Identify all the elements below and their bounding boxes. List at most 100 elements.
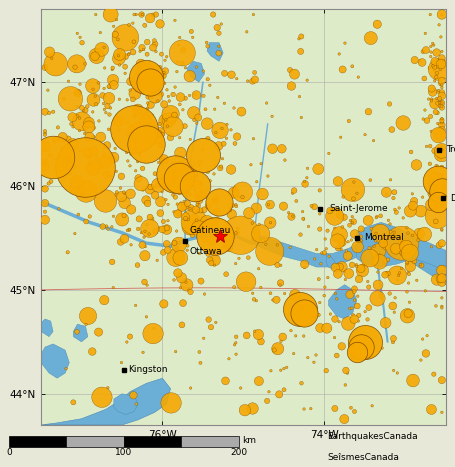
- Point: [434, 69, 441, 77]
- Point: [245, 254, 252, 262]
- Point: [86, 160, 93, 167]
- Point: [244, 78, 251, 85]
- Point: [365, 108, 372, 115]
- Point: [362, 308, 369, 315]
- Point: [404, 229, 412, 237]
- Text: EarthquakesCanada: EarthquakesCanada: [328, 432, 418, 441]
- Point: [437, 33, 445, 41]
- Point: [372, 230, 379, 237]
- Point: [76, 80, 84, 88]
- Point: [228, 244, 235, 251]
- Point: [150, 91, 157, 99]
- Point: [78, 39, 86, 46]
- Point: [98, 46, 106, 53]
- Text: Kingston: Kingston: [128, 365, 168, 375]
- Point: [76, 147, 84, 155]
- Point: [421, 75, 428, 82]
- Point: [304, 354, 311, 361]
- Point: [176, 34, 183, 41]
- Point: [253, 297, 260, 304]
- Point: [74, 103, 81, 110]
- Text: 100: 100: [115, 448, 132, 457]
- Point: [95, 79, 102, 86]
- Point: [333, 267, 340, 275]
- Point: [438, 125, 445, 132]
- Point: [84, 153, 91, 161]
- Point: [113, 189, 121, 196]
- Polygon shape: [357, 222, 446, 271]
- Point: [391, 294, 399, 302]
- Point: [231, 341, 238, 348]
- Point: [131, 125, 138, 133]
- Point: [427, 11, 434, 18]
- Point: [437, 80, 444, 87]
- Point: [431, 63, 439, 70]
- Point: [159, 131, 166, 138]
- Point: [265, 388, 273, 396]
- Point: [326, 207, 334, 214]
- Point: [181, 203, 188, 211]
- Point: [56, 151, 64, 159]
- Point: [176, 100, 183, 108]
- Point: [436, 66, 443, 73]
- Point: [346, 221, 353, 229]
- Point: [171, 171, 178, 178]
- Point: [425, 180, 432, 188]
- Point: [382, 319, 389, 326]
- Point: [149, 112, 156, 119]
- Point: [141, 252, 148, 260]
- Point: [173, 244, 181, 251]
- Point: [214, 194, 222, 201]
- Point: [386, 290, 393, 297]
- Point: [203, 39, 210, 46]
- Point: [417, 57, 424, 64]
- Point: [411, 57, 418, 64]
- Point: [427, 48, 435, 56]
- Point: [208, 220, 216, 227]
- Point: [148, 93, 156, 101]
- Point: [354, 190, 361, 197]
- Point: [438, 116, 445, 124]
- Point: [434, 120, 441, 127]
- Point: [438, 150, 445, 158]
- Point: [145, 101, 152, 108]
- Point: [182, 213, 189, 220]
- Point: [374, 295, 381, 302]
- Point: [41, 158, 49, 165]
- Point: [348, 304, 355, 312]
- Point: [428, 85, 435, 92]
- Point: [342, 381, 349, 389]
- Point: [219, 155, 226, 163]
- Point: [333, 295, 340, 303]
- Point: [430, 370, 437, 378]
- Point: [182, 214, 189, 222]
- Point: [41, 158, 49, 166]
- Point: [285, 209, 292, 216]
- Point: [139, 349, 147, 356]
- Point: [130, 391, 137, 399]
- Point: [331, 334, 338, 341]
- Point: [156, 120, 163, 128]
- Point: [143, 313, 150, 320]
- Point: [432, 178, 440, 186]
- Point: [251, 69, 258, 76]
- Point: [289, 190, 296, 197]
- Point: [243, 28, 250, 35]
- Point: [407, 263, 414, 270]
- Point: [383, 189, 390, 196]
- Point: [175, 41, 182, 49]
- Point: [281, 156, 288, 164]
- Point: [139, 11, 146, 18]
- Point: [321, 292, 328, 299]
- Point: [299, 208, 306, 215]
- Point: [427, 113, 434, 120]
- Point: [73, 328, 81, 335]
- Point: [263, 397, 271, 405]
- Point: [99, 92, 106, 99]
- Point: [159, 156, 166, 163]
- Point: [267, 219, 274, 226]
- Point: [152, 139, 159, 147]
- Point: [121, 190, 128, 197]
- Point: [137, 60, 145, 68]
- Point: [374, 248, 382, 255]
